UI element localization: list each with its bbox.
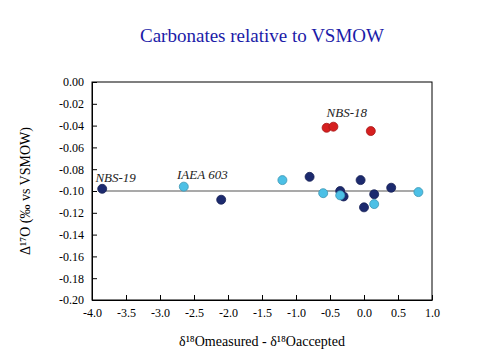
y-tick: -0.12	[59, 206, 97, 220]
annotation: NBS-19	[94, 170, 136, 185]
y-tick-label: -0.20	[59, 293, 84, 307]
y-tick: -0.20	[59, 293, 97, 307]
y-tick-mark	[92, 278, 97, 279]
y-tick: -0.06	[59, 141, 97, 155]
y-tick-mark	[92, 235, 97, 236]
x-tick-label: -1.5	[253, 306, 272, 320]
annotation: IAEA 603	[176, 167, 228, 182]
y-tick: -0.04	[59, 119, 97, 133]
data-point	[98, 184, 107, 193]
x-tick-label: 0.0	[357, 306, 372, 320]
data-point	[336, 191, 345, 200]
y-tick: -0.10	[59, 184, 97, 198]
data-point	[356, 176, 365, 185]
x-tick: 0.5	[391, 295, 406, 320]
y-tick-mark	[92, 256, 97, 257]
plot-area	[98, 122, 423, 212]
x-tick-mark	[296, 295, 297, 300]
title: Carbonates relative to VSMOW	[140, 25, 384, 46]
y-axis: 0.00 -0.02 -0.04 -0.06 -0.08 -0.10 -0.12 -0.14 -…	[59, 75, 97, 307]
x-tick: 0.0	[357, 295, 372, 320]
x-tick: -2.0	[219, 295, 238, 320]
x-tick-mark	[432, 295, 433, 300]
data-point	[360, 203, 369, 212]
data-point	[370, 200, 379, 209]
x-tick-mark	[364, 295, 365, 300]
x-axis-line	[93, 300, 433, 301]
y-tick-label: -0.04	[59, 119, 84, 133]
y-tick-label: -0.12	[59, 206, 84, 220]
annotation: NBS-18	[326, 105, 368, 120]
data-point	[366, 127, 375, 136]
x-tick: -1.0	[287, 295, 306, 320]
x-tick-label: 1.0	[425, 306, 440, 320]
chart: Carbonates relative to VSMOW -4.0 -3.5 -3.0…	[0, 0, 480, 360]
y-tick-label: -0.14	[59, 228, 84, 242]
data-point	[305, 172, 314, 181]
y-tick: -0.16	[59, 250, 97, 264]
y-tick-mark	[92, 213, 97, 214]
data-point	[179, 182, 188, 191]
data-point	[387, 183, 396, 192]
x-axis: -4.0 -3.5 -3.0 -2.5 -2.0 -1.5 -1.0 -0.5 0.0 0.5 1.…	[83, 295, 440, 320]
x-tick-mark	[262, 295, 263, 300]
data-point	[217, 195, 226, 204]
y-tick: -0.14	[59, 228, 97, 242]
y-axis-title: Δ¹⁷O (‰ vs VSMOW)	[18, 127, 34, 255]
y-tick-label: -0.08	[59, 163, 84, 177]
x-tick-label: -3.0	[151, 306, 170, 320]
y-tick-mark	[92, 126, 97, 127]
x-tick-mark	[228, 295, 229, 300]
y-tick-label: -0.16	[59, 250, 84, 264]
x-tick: -1.5	[253, 295, 272, 320]
y-tick: -0.18	[59, 272, 97, 286]
x-tick-label: -3.5	[117, 306, 136, 320]
data-point	[278, 176, 287, 185]
x-tick-mark	[398, 295, 399, 300]
plot-frame	[92, 82, 432, 300]
y-tick-label: -0.18	[59, 272, 84, 286]
y-tick-mark	[92, 82, 97, 83]
y-tick-mark	[92, 147, 97, 148]
x-tick: -0.5	[321, 295, 340, 320]
x-tick-label: -1.0	[287, 306, 306, 320]
x-tick-label: -4.0	[83, 306, 102, 320]
x-tick-mark	[126, 295, 127, 300]
y-tick-label: -0.10	[59, 184, 84, 198]
x-tick-mark	[330, 295, 331, 300]
data-point	[329, 122, 338, 131]
x-tick: -2.5	[185, 295, 204, 320]
y-tick: -0.08	[59, 163, 97, 177]
x-tick-label: -2.0	[219, 306, 238, 320]
x-tick-mark	[194, 295, 195, 300]
y-tick-label: -0.02	[59, 97, 84, 111]
data-point	[370, 190, 379, 199]
y-tick: -0.02	[59, 97, 97, 111]
y-tick: 0.00	[63, 75, 97, 89]
x-tick: -3.5	[117, 295, 136, 320]
y-tick-mark	[92, 300, 97, 301]
y-tick-mark	[92, 191, 97, 192]
data-point	[319, 189, 328, 198]
x-tick-label: -0.5	[321, 306, 340, 320]
y-tick-mark	[92, 104, 97, 105]
y-tick-label: 0.00	[63, 75, 84, 89]
x-tick-label: -2.5	[185, 306, 204, 320]
x-axis-title: δ¹⁸Omeasured - δ¹⁸Oaccepted	[179, 334, 345, 349]
data-point	[414, 188, 423, 197]
x-tick: -3.0	[151, 295, 170, 320]
x-tick-mark	[160, 295, 161, 300]
y-tick-label: -0.06	[59, 141, 84, 155]
x-tick: 1.0	[425, 295, 440, 320]
x-tick-label: 0.5	[391, 306, 406, 320]
